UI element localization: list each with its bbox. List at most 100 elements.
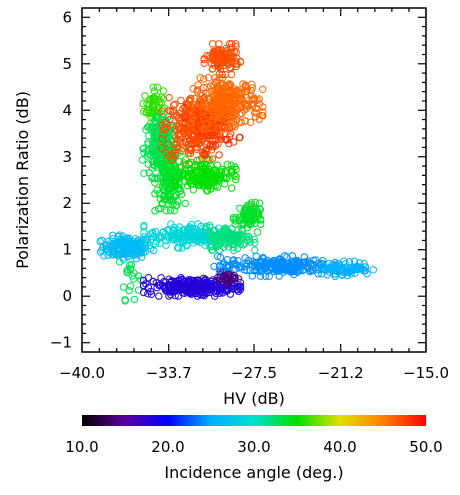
data-point (215, 284, 224, 293)
data-point (162, 207, 170, 215)
data-point (203, 187, 212, 195)
data-point (185, 276, 193, 284)
data-point (228, 224, 236, 233)
data-point (229, 257, 237, 265)
data-point (121, 247, 130, 255)
y-tick-label: 2 (62, 194, 72, 212)
data-point (207, 284, 216, 292)
data-point (211, 240, 220, 248)
data-point (251, 239, 259, 247)
data-point (151, 175, 159, 183)
data-point (176, 117, 184, 126)
data-point (138, 156, 147, 164)
data-point (119, 283, 128, 291)
data-point (102, 244, 110, 253)
data-point (229, 95, 238, 103)
data-point (164, 169, 173, 177)
x-tick-label: −21.2 (318, 364, 364, 382)
data-point (179, 170, 188, 178)
data-point (195, 284, 204, 292)
x-tick-label: −15.0 (403, 364, 449, 382)
data-point (369, 266, 377, 274)
data-point (234, 88, 243, 96)
data-point (121, 297, 129, 305)
x-tick-label: −40.0 (59, 364, 105, 382)
colorbar-tick-label: 20.0 (151, 438, 184, 456)
data-point (257, 220, 265, 229)
data-point (159, 130, 168, 139)
data-point (345, 264, 354, 273)
data-point (139, 281, 148, 290)
data-point (216, 263, 224, 271)
data-point (141, 92, 149, 100)
data-point (187, 230, 196, 239)
data-point (144, 138, 152, 146)
data-point (231, 217, 240, 225)
data-point (217, 277, 225, 286)
colorbar (82, 415, 426, 426)
data-point (182, 282, 190, 290)
data-point (209, 56, 217, 64)
data-point (223, 276, 231, 284)
data-point (194, 220, 202, 228)
data-point (229, 260, 237, 269)
data-point (189, 132, 197, 141)
data-point (247, 201, 255, 209)
data-point (181, 235, 189, 243)
data-point (241, 254, 249, 262)
data-point (165, 93, 173, 102)
data-point (206, 98, 215, 106)
data-point (149, 83, 158, 91)
data-point (112, 241, 120, 250)
data-point (232, 48, 240, 57)
data-point (152, 124, 160, 133)
data-point (159, 95, 168, 103)
data-point (155, 281, 163, 290)
data-point (162, 149, 170, 157)
data-point (206, 82, 215, 90)
data-point (115, 258, 124, 266)
data-point (186, 95, 194, 103)
data-point (231, 58, 240, 66)
data-point (185, 145, 193, 153)
data-point (187, 146, 195, 154)
data-point (223, 160, 232, 169)
data-point (216, 253, 225, 261)
data-point (204, 74, 213, 82)
data-point (190, 284, 198, 292)
data-point (231, 274, 239, 283)
data-point (229, 215, 238, 224)
data-point (244, 232, 253, 241)
data-point (169, 236, 178, 244)
data-point (243, 266, 251, 275)
data-point (149, 164, 157, 172)
data-point (162, 241, 170, 249)
data-point (241, 117, 249, 125)
colorbar-tick-label: 10.0 (65, 438, 98, 456)
data-point (185, 159, 193, 168)
data-point (129, 243, 137, 251)
data-point (209, 65, 217, 73)
data-point (229, 213, 238, 222)
data-point (227, 161, 235, 169)
data-point (234, 275, 243, 283)
data-point (234, 285, 242, 294)
data-point (209, 40, 217, 48)
data-point (226, 125, 234, 133)
data-point (200, 229, 208, 238)
data-point (327, 265, 335, 274)
data-point (229, 117, 238, 125)
data-point (129, 251, 138, 259)
data-point (255, 199, 264, 207)
data-point (175, 276, 183, 284)
data-point (290, 267, 298, 276)
data-point (159, 87, 168, 95)
data-point (140, 233, 148, 241)
data-point (218, 88, 226, 96)
data-point (360, 259, 368, 268)
data-point (192, 139, 201, 147)
data-point (145, 109, 154, 118)
data-point (160, 192, 169, 200)
data-point (255, 209, 263, 217)
data-point (234, 257, 242, 265)
